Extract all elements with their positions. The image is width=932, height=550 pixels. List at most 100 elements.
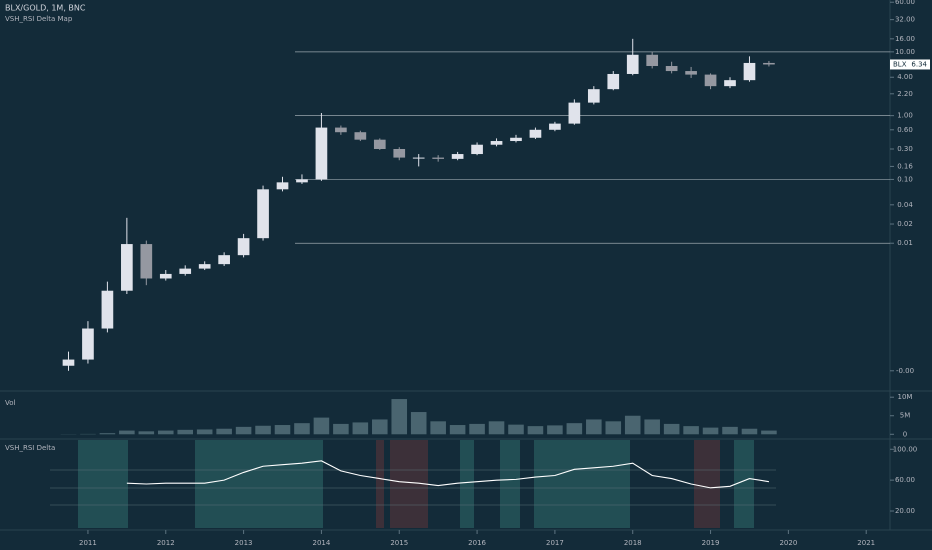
candle-body	[549, 123, 561, 130]
y-tick-label: 0.10	[897, 175, 913, 183]
volume-bar	[157, 430, 174, 435]
volume-bar	[216, 428, 232, 435]
candle-body	[159, 273, 172, 279]
y-tick-label: 0.60	[897, 126, 913, 134]
candle-body	[568, 102, 581, 124]
pane-title: Vol	[5, 399, 16, 407]
candle-body	[665, 66, 678, 72]
volume-bar	[99, 433, 116, 435]
candle-body	[354, 132, 367, 140]
y-tick-label: 0.02	[897, 220, 913, 228]
last-price-value: 6.34	[911, 60, 927, 68]
y-tick-label: -0.00	[896, 367, 914, 375]
y-tick-label: 0.30	[897, 145, 913, 153]
volume-bar	[663, 423, 680, 435]
x-tick-label: 2017	[546, 539, 564, 547]
rsi-levels	[50, 469, 776, 506]
x-tick-label: 2014	[313, 539, 331, 547]
volume-bar	[177, 429, 194, 435]
candle-body	[101, 290, 114, 329]
y-tick-label: 4.00	[897, 73, 913, 81]
volume-bar	[488, 421, 505, 435]
volume-bar	[741, 428, 758, 435]
x-tick-label: 2015	[390, 539, 408, 547]
chart-subtitle: VSH_RSI Delta Map	[5, 15, 73, 23]
last-price-symbol: BLX	[893, 60, 907, 68]
y-tick-label: 5M	[900, 412, 911, 420]
candle-body	[296, 179, 308, 183]
volume-bar	[624, 415, 641, 435]
y-tick-label: 0.01	[897, 239, 913, 247]
candle-body	[62, 359, 75, 366]
last-price-badge	[890, 59, 930, 70]
candle-body	[373, 139, 386, 149]
volume-bar	[333, 423, 349, 435]
candle-body	[140, 244, 153, 279]
candle-body	[763, 62, 775, 65]
candle-body	[276, 182, 289, 190]
candle-body	[471, 144, 483, 155]
x-tick-label: 2019	[702, 539, 720, 547]
candle-body	[510, 137, 522, 142]
candle-body	[218, 255, 230, 265]
volume-bar	[449, 425, 466, 435]
candle-body	[704, 74, 717, 87]
volume-bar	[294, 423, 310, 435]
pane-title: VSH_RSI Delta	[5, 444, 55, 452]
y-tick-label: 10.00	[895, 48, 915, 56]
candle-body	[198, 264, 211, 269]
x-tick-label: 2012	[157, 539, 175, 547]
volume-bar	[547, 425, 563, 435]
candle-body	[179, 268, 192, 274]
candle-body	[335, 127, 347, 133]
volume-bar	[391, 399, 408, 435]
x-tick-label: 2011	[79, 539, 97, 547]
candle-body	[743, 62, 756, 81]
volume-bar	[508, 424, 524, 435]
volume-bar	[352, 422, 369, 435]
volume-bar	[235, 426, 252, 435]
volume-bar	[372, 419, 388, 435]
y-tick-label: 60.00	[895, 0, 915, 6]
y-tick-label: 20.00	[895, 507, 915, 515]
volume-bar	[469, 423, 485, 435]
volume-bar	[566, 423, 583, 435]
candle-body	[490, 141, 503, 145]
x-tick-label: 2021	[857, 539, 875, 547]
volume-bar	[702, 427, 719, 435]
volume-bar	[586, 419, 602, 435]
y-tick-label: 0.04	[897, 201, 913, 209]
candle-body	[646, 54, 659, 67]
volume-bar	[410, 412, 427, 435]
volume-bar	[527, 426, 544, 435]
volume-bar	[430, 421, 446, 435]
candle-body	[237, 238, 250, 256]
volume-bar	[605, 421, 622, 435]
volume-bar	[683, 426, 699, 435]
candle-body	[432, 157, 444, 159]
rsi-line	[126, 460, 770, 489]
y-tick-label: 1.00	[897, 112, 913, 120]
volume-bar	[196, 429, 213, 435]
candle-body	[685, 71, 697, 75]
volume-bar	[274, 425, 291, 435]
candle-body	[626, 54, 639, 74]
x-tick-label: 2016	[468, 539, 486, 547]
y-tick-label: 32.00	[895, 16, 915, 24]
candle-body	[529, 129, 542, 138]
candle-body	[393, 148, 406, 158]
x-tick-label: 2020	[779, 539, 797, 547]
x-tick-label: 2018	[624, 539, 642, 547]
volume-bar	[722, 426, 738, 435]
y-tick-label: 16.00	[895, 35, 915, 43]
candle-body	[82, 328, 94, 360]
volume-bar	[119, 430, 135, 435]
candle-body	[607, 73, 620, 90]
chart-title: BLX/GOLD, 1M, BNC	[5, 4, 86, 13]
volume-bar	[761, 430, 777, 435]
volume-bar	[313, 417, 330, 435]
candle-body	[257, 189, 269, 239]
candle-body	[315, 127, 328, 180]
